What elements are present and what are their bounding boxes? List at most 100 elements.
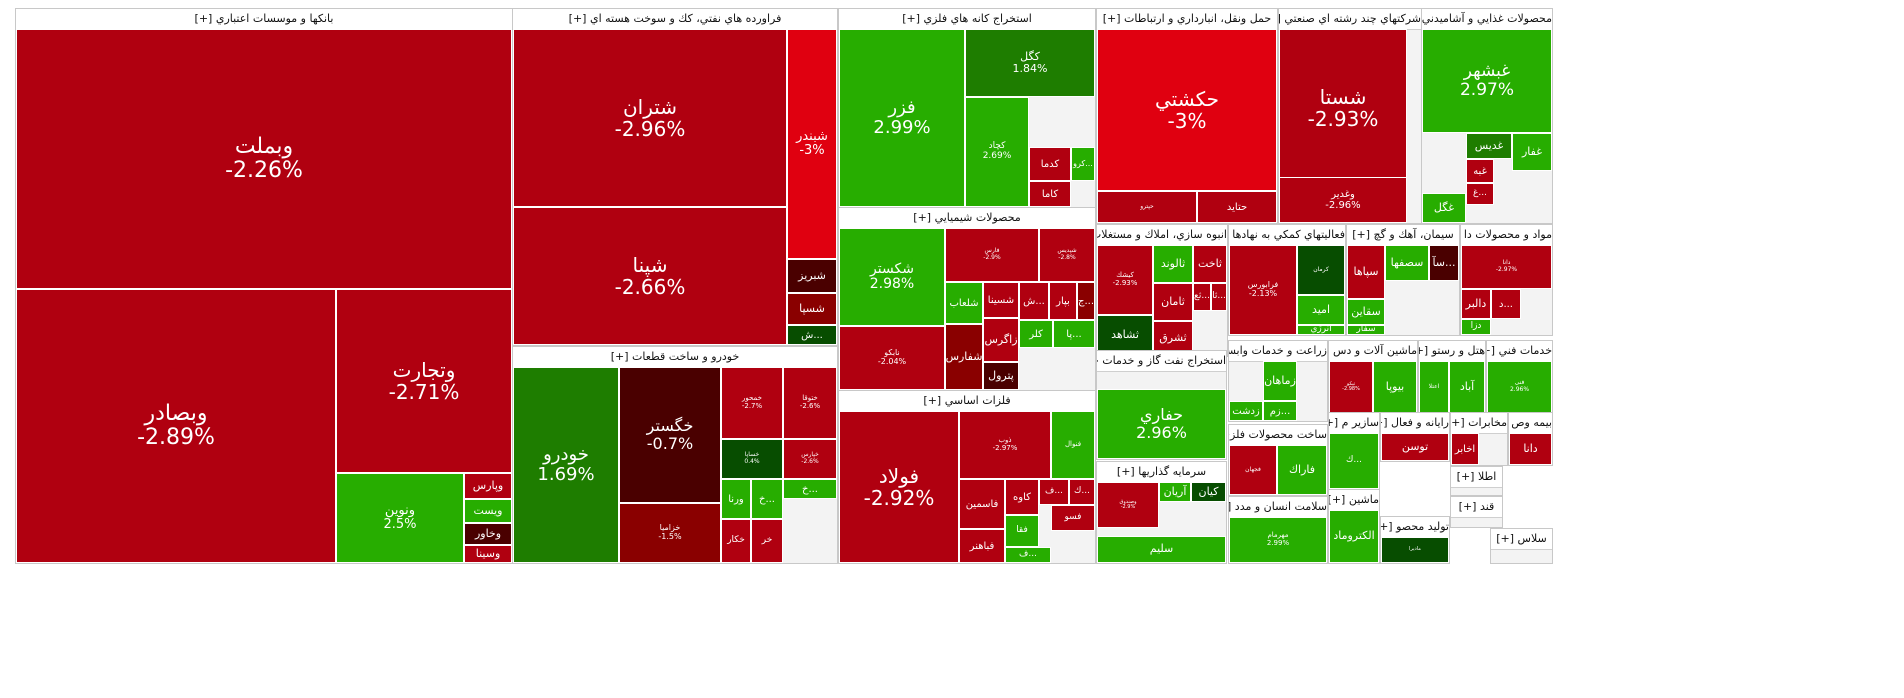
stock-tile[interactable]: ف... bbox=[1039, 479, 1069, 505]
stock-tile[interactable]: زم... bbox=[1263, 401, 1297, 421]
stock-tile[interactable]: خ... bbox=[783, 479, 837, 499]
sector-title[interactable]: فلزات اساسي [+] bbox=[839, 391, 1095, 412]
stock-tile[interactable]: غديس bbox=[1466, 133, 1512, 159]
sector-title[interactable]: محصولات شيميايي [+] bbox=[839, 208, 1095, 229]
stock-tile[interactable]: سليم bbox=[1097, 536, 1226, 563]
stock-tile[interactable]: آريان bbox=[1159, 482, 1191, 502]
stock-tile[interactable]: اميد bbox=[1297, 295, 1345, 325]
stock-tile[interactable]: ش... bbox=[787, 325, 837, 345]
stock-tile[interactable]: وصندوق -2.9% bbox=[1097, 482, 1159, 528]
stock-tile[interactable]: كيان bbox=[1191, 482, 1226, 502]
stock-tile[interactable]: كلر bbox=[1019, 320, 1053, 348]
sector-title[interactable]: قند [+] bbox=[1451, 497, 1502, 518]
stock-tile[interactable]: وغدير -2.96% bbox=[1279, 177, 1407, 223]
sector-title[interactable]: رايانه و فعال [+] bbox=[1381, 413, 1449, 434]
stock-tile[interactable]: غ... bbox=[1466, 183, 1494, 205]
stock-tile[interactable]: ج... bbox=[1077, 282, 1095, 320]
stock-tile[interactable]: آباد bbox=[1449, 361, 1485, 413]
stock-tile[interactable]: فسو bbox=[1051, 505, 1095, 531]
stock-tile[interactable]: توسن bbox=[1381, 433, 1449, 461]
stock-tile[interactable]: ورنا bbox=[721, 479, 751, 519]
stock-tile[interactable]: فباهنر bbox=[959, 529, 1005, 563]
stock-tile[interactable]: نابكو -2.04% bbox=[839, 326, 945, 390]
stock-tile[interactable]: تپكو -2.98% bbox=[1329, 361, 1373, 413]
stock-tile[interactable]: كاما bbox=[1029, 181, 1071, 207]
stock-tile[interactable]: فنی 2.96% bbox=[1487, 361, 1552, 413]
sector-title[interactable]: هتل و رستو [+] bbox=[1419, 341, 1485, 362]
stock-tile[interactable]: سپاها bbox=[1347, 245, 1385, 299]
stock-tile[interactable]: زاگرس bbox=[983, 318, 1019, 362]
stock-tile[interactable]: شلعاب bbox=[945, 282, 983, 324]
stock-tile[interactable]: وپارس bbox=[464, 473, 512, 499]
stock-tile[interactable]: كرمان bbox=[1297, 245, 1345, 295]
stock-tile[interactable]: غگل bbox=[1422, 193, 1466, 223]
sector-title[interactable]: استخراج كانه هاي فلزي [+] bbox=[839, 9, 1095, 30]
stock-tile[interactable]: مهرمام 2.99% bbox=[1229, 517, 1327, 563]
stock-tile[interactable]: شبندر -3% bbox=[787, 29, 837, 259]
stock-tile[interactable]: شفارس bbox=[945, 324, 983, 390]
stock-tile[interactable]: ف... bbox=[1005, 547, 1051, 563]
sector-title[interactable]: ماشين [+] bbox=[1329, 490, 1379, 511]
stock-tile[interactable]: فقا bbox=[1005, 515, 1039, 547]
stock-tile[interactable]: فزر 2.99% bbox=[839, 29, 965, 207]
stock-tile[interactable]: كدما bbox=[1029, 147, 1071, 181]
sector-title[interactable]: محصولات غذايي و آشاميدني [+] bbox=[1422, 9, 1552, 30]
sector-title[interactable]: فراورده هاي نفتي، كك و سوخت هسته اي [+] bbox=[513, 9, 837, 30]
stock-tile[interactable]: شسينا bbox=[983, 282, 1019, 318]
stock-tile[interactable]: غبشهر 2.97% bbox=[1422, 29, 1552, 133]
sector-title[interactable]: فعاليتهاي كمكي به نهادها [+] bbox=[1229, 225, 1345, 246]
stock-tile[interactable]: فجهان bbox=[1229, 445, 1277, 495]
stock-tile[interactable]: شبريز bbox=[787, 259, 837, 293]
stock-tile[interactable]: سفار bbox=[1347, 325, 1385, 335]
stock-tile[interactable]: شستا -2.93% bbox=[1279, 29, 1407, 187]
stock-tile[interactable]: الكتروماد bbox=[1329, 510, 1379, 563]
stock-tile[interactable]: اعتلا bbox=[1419, 361, 1449, 413]
stock-tile[interactable]: وسينا bbox=[464, 545, 512, 563]
stock-tile[interactable]: زدشت bbox=[1229, 401, 1263, 421]
stock-tile[interactable]: وبملت -2.26% bbox=[16, 29, 512, 289]
stock-tile[interactable]: خر bbox=[751, 519, 783, 563]
stock-tile[interactable]: حتايد bbox=[1197, 191, 1277, 223]
stock-tile[interactable]: ذوب -2.97% bbox=[959, 411, 1051, 479]
stock-tile[interactable]: ش... bbox=[1019, 282, 1049, 320]
stock-tile[interactable]: خزاميا -1.5% bbox=[619, 503, 721, 563]
stock-tile[interactable]: فرابورس -2.13% bbox=[1229, 245, 1297, 335]
sector-title[interactable]: استخراج نفت گاز و خدمات جنب [+] bbox=[1097, 351, 1226, 372]
stock-tile[interactable]: انرژي bbox=[1297, 325, 1345, 335]
stock-tile[interactable]: وتجارت -2.71% bbox=[336, 289, 512, 473]
stock-tile[interactable]: ثالوند bbox=[1153, 245, 1193, 283]
stock-tile[interactable]: ثا... bbox=[1211, 283, 1227, 311]
sector-title[interactable]: حمل ونقل، انبارداري و ارتباطات [+] bbox=[1097, 9, 1277, 30]
stock-tile[interactable]: زماهان bbox=[1263, 361, 1297, 401]
stock-tile[interactable]: شكستر 2.98% bbox=[839, 228, 945, 326]
sector-title[interactable]: انبوه سازي، املاك و مستغلات [+] bbox=[1097, 225, 1227, 246]
sector-title[interactable]: خدمات فني [+] bbox=[1487, 341, 1552, 362]
stock-tile[interactable]: ختوقا -2.6% bbox=[783, 367, 837, 439]
sector-title[interactable]: سازير م [+] bbox=[1329, 413, 1379, 434]
stock-tile[interactable]: حكشتي -3% bbox=[1097, 29, 1277, 191]
stock-tile[interactable]: كگل 1.84% bbox=[965, 29, 1095, 97]
stock-tile[interactable]: فولاد -2.92% bbox=[839, 411, 959, 563]
stock-tile[interactable]: كيشك -2.93% bbox=[1097, 245, 1153, 315]
stock-tile[interactable]: سقاين bbox=[1347, 299, 1385, 325]
stock-tile[interactable]: دانا bbox=[1509, 433, 1552, 465]
stock-tile[interactable]: ثامان bbox=[1153, 283, 1193, 321]
stock-tile[interactable]: كرو... bbox=[1071, 147, 1095, 181]
stock-tile[interactable]: وخاور bbox=[464, 523, 512, 545]
sector-title[interactable]: شركتهاي چند رشته اي صنعتي [+] bbox=[1279, 9, 1421, 30]
stock-tile[interactable]: وبصادر -2.89% bbox=[16, 289, 336, 563]
sector-title[interactable]: خودرو و ساخت قطعات [+] bbox=[513, 347, 837, 368]
stock-tile[interactable]: خودرو 1.69% bbox=[513, 367, 619, 563]
stock-tile[interactable]: غفار bbox=[1512, 133, 1552, 171]
sector-title[interactable]: سلامت انسان و مدد [+] bbox=[1229, 497, 1327, 518]
stock-tile[interactable]: پا... bbox=[1053, 320, 1095, 348]
sector-title[interactable]: زراعت و خدمات وابسته [+] bbox=[1229, 341, 1327, 362]
stock-tile[interactable]: حفاري 2.96% bbox=[1097, 389, 1226, 459]
stock-tile[interactable]: شپنا -2.66% bbox=[513, 207, 787, 345]
stock-tile[interactable]: پترول bbox=[983, 362, 1019, 390]
stock-tile[interactable]: ماديرا bbox=[1381, 537, 1449, 563]
sector-title[interactable]: اطلا [+] bbox=[1451, 467, 1502, 488]
stock-tile[interactable]: د... bbox=[1491, 289, 1521, 319]
stock-tile[interactable]: ثاخت bbox=[1193, 245, 1227, 283]
stock-tile[interactable]: خساپا 0.4% bbox=[721, 439, 783, 479]
